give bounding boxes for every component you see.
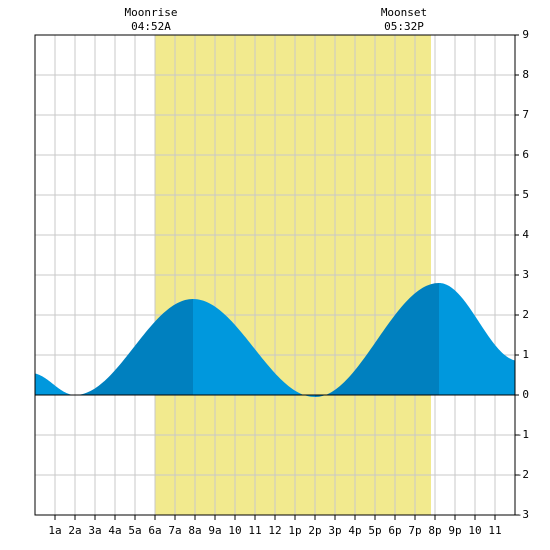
x-tick-label: 12: [268, 524, 281, 537]
tide-layer: [35, 283, 515, 397]
x-tick-label: 11: [248, 524, 261, 537]
y-tick-label: 5: [522, 188, 529, 201]
moonrise-label: Moonrise: [125, 6, 178, 19]
y-tick-label: 8: [522, 68, 529, 81]
y-tick-label: -2: [516, 468, 529, 481]
x-tick-label: 10: [468, 524, 481, 537]
tide-falling-area: [35, 373, 75, 395]
tide-rising-area: [75, 299, 193, 395]
y-tick-label: 6: [522, 148, 529, 161]
y-tick-label: 3: [522, 268, 529, 281]
x-tick-label: 2a: [68, 524, 81, 537]
x-tick-label: 1p: [288, 524, 301, 537]
x-tick-label: 5p: [368, 524, 381, 537]
y-tick-label: 4: [522, 228, 529, 241]
x-tick-label: 11: [488, 524, 501, 537]
x-tick-label: 8a: [188, 524, 201, 537]
y-tick-label: 9: [522, 28, 529, 41]
y-tick-label: -1: [516, 428, 529, 441]
x-tick-label: 9a: [208, 524, 221, 537]
x-tick-label: 7a: [168, 524, 181, 537]
x-tick-label: 4a: [108, 524, 121, 537]
x-tick-label: 7p: [408, 524, 421, 537]
moonset-label: Moonset: [381, 6, 427, 19]
tide-falling-area: [439, 283, 515, 395]
x-tick-label: 8p: [428, 524, 441, 537]
x-tick-label: 1a: [48, 524, 61, 537]
x-tick-label: 9p: [448, 524, 461, 537]
x-tick-label: 6p: [388, 524, 401, 537]
tide-rising-area: [315, 283, 439, 397]
y-tick-label: 0: [522, 388, 529, 401]
y-tick-label: 2: [522, 308, 529, 321]
axes-layer: [34, 34, 519, 520]
x-tick-label: 6a: [148, 524, 161, 537]
x-tick-label: 2p: [308, 524, 321, 537]
y-tick-label: -3: [516, 508, 529, 521]
y-tick-label: 7: [522, 108, 529, 121]
tide-falling-area: [193, 299, 315, 397]
x-tick-label: 4p: [348, 524, 361, 537]
x-tick-label: 5a: [128, 524, 141, 537]
x-tick-label: 3p: [328, 524, 341, 537]
x-tick-label: 10: [228, 524, 241, 537]
y-tick-label: 1: [522, 348, 529, 361]
x-tick-label: 3a: [88, 524, 101, 537]
moonrise-time: 04:52A: [131, 20, 171, 33]
grid-layer: [35, 35, 515, 515]
labels-layer: 1a 2a 3a 4a 5a 6a 7a 8a 9a 10 11 12 1p 2p 3p 4p 5p 6p 7p 8p…: [48, 6, 529, 537]
moonset-time: 05:32P: [384, 20, 424, 33]
